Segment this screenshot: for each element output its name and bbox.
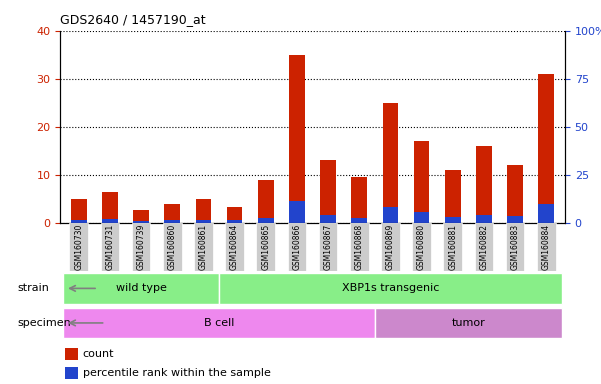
Bar <box>65 367 78 379</box>
Text: count: count <box>83 349 114 359</box>
Bar <box>414 141 429 223</box>
Text: B cell: B cell <box>204 318 234 328</box>
Bar <box>196 199 211 223</box>
Bar <box>227 220 242 223</box>
Bar <box>71 199 87 223</box>
Bar <box>132 223 150 271</box>
Bar <box>320 215 336 223</box>
Bar <box>475 223 493 271</box>
Text: GSM160860: GSM160860 <box>168 223 177 270</box>
Text: GSM160883: GSM160883 <box>511 223 520 270</box>
Bar <box>71 220 87 223</box>
Bar <box>102 192 118 223</box>
Bar <box>289 200 305 223</box>
Text: GSM160865: GSM160865 <box>261 223 270 270</box>
Bar <box>505 223 525 271</box>
Bar <box>445 217 460 223</box>
Text: GSM160882: GSM160882 <box>480 224 489 270</box>
Bar <box>258 180 273 223</box>
Bar <box>65 348 78 359</box>
Bar <box>381 223 400 271</box>
Text: GSM160866: GSM160866 <box>293 223 302 270</box>
Bar <box>538 74 554 223</box>
Text: GSM160881: GSM160881 <box>448 224 457 270</box>
Bar <box>538 204 554 223</box>
Bar <box>537 223 555 271</box>
Text: GSM160884: GSM160884 <box>542 223 551 270</box>
Text: GSM160730: GSM160730 <box>75 223 84 270</box>
Text: strain: strain <box>17 283 49 293</box>
Text: GSM160861: GSM160861 <box>199 223 208 270</box>
Text: specimen: specimen <box>17 318 71 328</box>
Text: GSM160868: GSM160868 <box>355 223 364 270</box>
Bar <box>414 212 429 223</box>
Bar <box>412 223 431 271</box>
Text: GSM160864: GSM160864 <box>230 223 239 270</box>
Bar <box>319 223 337 271</box>
Bar <box>352 177 367 223</box>
Text: GSM160880: GSM160880 <box>417 223 426 270</box>
Bar <box>289 55 305 223</box>
Bar <box>507 165 523 223</box>
Bar <box>194 223 213 271</box>
Bar <box>70 223 88 271</box>
Bar <box>258 218 273 223</box>
Bar <box>102 219 118 223</box>
Bar <box>100 223 120 271</box>
Bar <box>444 223 462 271</box>
Text: GDS2640 / 1457190_at: GDS2640 / 1457190_at <box>60 13 206 26</box>
Bar <box>383 103 398 223</box>
Bar <box>288 223 307 271</box>
Bar <box>163 223 182 271</box>
Text: XBP1s transgenic: XBP1s transgenic <box>342 283 439 293</box>
Bar <box>257 223 275 271</box>
Bar <box>476 215 492 223</box>
Text: percentile rank within the sample: percentile rank within the sample <box>83 368 270 378</box>
Text: GSM160731: GSM160731 <box>105 223 114 270</box>
Bar <box>320 161 336 223</box>
Bar <box>227 207 242 223</box>
Bar <box>63 308 375 338</box>
Text: GSM160869: GSM160869 <box>386 223 395 270</box>
Bar <box>219 273 562 304</box>
Text: GSM160867: GSM160867 <box>323 223 332 270</box>
Bar <box>225 223 244 271</box>
Bar <box>445 170 460 223</box>
Bar <box>350 223 368 271</box>
Bar <box>133 221 149 223</box>
Bar <box>165 220 180 223</box>
Bar <box>133 210 149 223</box>
Text: GSM160739: GSM160739 <box>136 223 145 270</box>
Text: tumor: tumor <box>451 318 485 328</box>
Bar <box>165 204 180 223</box>
Bar <box>196 220 211 223</box>
Text: wild type: wild type <box>115 283 166 293</box>
Bar <box>383 207 398 223</box>
Bar <box>375 308 562 338</box>
Bar <box>63 273 219 304</box>
Bar <box>507 216 523 223</box>
Bar <box>476 146 492 223</box>
Bar <box>352 218 367 223</box>
